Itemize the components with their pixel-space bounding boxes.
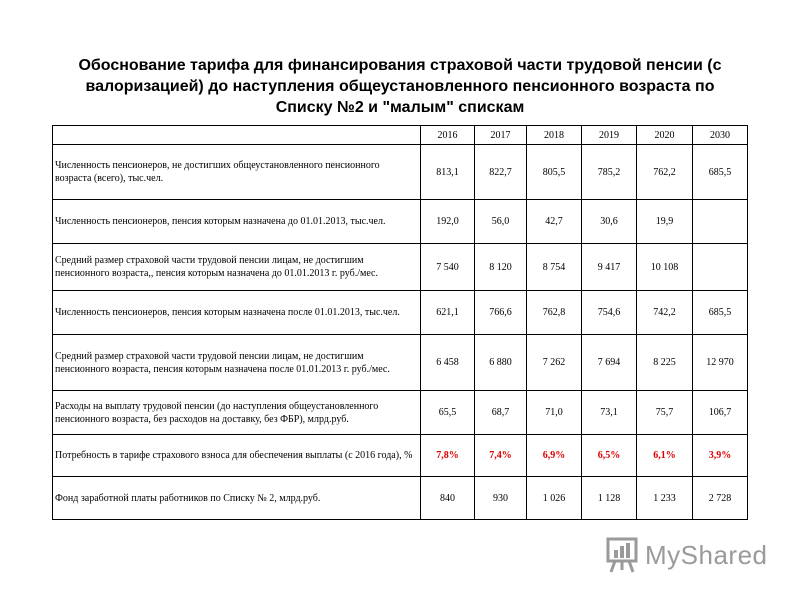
presentation-board-icon <box>605 536 639 574</box>
table-cell: 56,0 <box>474 199 527 244</box>
table-cell: 6 880 <box>474 334 527 391</box>
table-cell: 7,8% <box>420 434 475 477</box>
table-cell: 785,2 <box>581 144 637 200</box>
table-cell: 685,5 <box>692 144 748 200</box>
table-cell: 30,6 <box>581 199 637 244</box>
table-cell <box>692 199 748 244</box>
row-label: Средний размер страховой части трудовой … <box>52 243 421 291</box>
table-cell: 742,2 <box>636 290 693 335</box>
row-label: Фонд заработной платы работников по Спис… <box>52 476 421 520</box>
row-label: Расходы на выплату трудовой пенсии (до н… <box>52 390 421 435</box>
row-label: Потребность в тарифе страхового взноса д… <box>52 434 421 477</box>
table-cell: 1 233 <box>636 476 693 520</box>
table-cell: 6,9% <box>526 434 582 477</box>
table-cell: 8 120 <box>474 243 527 291</box>
table-cell: 754,6 <box>581 290 637 335</box>
table-cell: 8 225 <box>636 334 693 391</box>
logo-text: MyShared <box>645 539 768 570</box>
table-row: Фонд заработной платы работников по Спис… <box>52 476 748 520</box>
year-header: 2017 <box>474 125 527 145</box>
table-cell: 1 128 <box>581 476 637 520</box>
table-cell: 65,5 <box>420 390 475 435</box>
table-row: Численность пенсионеров, пенсия которым … <box>52 290 748 335</box>
table-row: Потребность в тарифе страхового взноса д… <box>52 434 748 477</box>
table-cell: 762,2 <box>636 144 693 200</box>
table-header-row: 2016 2017 2018 2019 2020 2030 <box>52 125 748 145</box>
year-header: 2016 <box>420 125 475 145</box>
header-empty-cell <box>52 125 421 145</box>
table-cell: 621,1 <box>420 290 475 335</box>
table-cell <box>692 243 748 291</box>
row-label: Численность пенсионеров, пенсия которым … <box>52 290 421 335</box>
row-label: Численность пенсионеров, пенсия которым … <box>52 199 421 244</box>
table-cell: 6 458 <box>420 334 475 391</box>
table-row: Численность пенсионеров, не достигших об… <box>52 144 748 200</box>
table-cell: 840 <box>420 476 475 520</box>
table-cell: 3,9% <box>692 434 748 477</box>
table-cell: 71,0 <box>526 390 582 435</box>
table-cell: 8 754 <box>526 243 582 291</box>
table-cell: 106,7 <box>692 390 748 435</box>
row-label: Средний размер страховой части трудовой … <box>52 334 421 391</box>
table-cell: 7 262 <box>526 334 582 391</box>
table-cell: 762,8 <box>526 290 582 335</box>
table-cell: 12 970 <box>692 334 748 391</box>
row-label: Численность пенсионеров, не достигших об… <box>52 144 421 200</box>
table-row: Средний размер страховой части трудовой … <box>52 334 748 391</box>
table-cell: 19,9 <box>636 199 693 244</box>
year-header: 2018 <box>526 125 582 145</box>
myshared-logo[interactable]: MyShared <box>605 535 768 575</box>
table-cell: 7,4% <box>474 434 527 477</box>
table-cell: 68,7 <box>474 390 527 435</box>
table-row: Численность пенсионеров, пенсия которым … <box>52 199 748 244</box>
table-row: Расходы на выплату трудовой пенсии (до н… <box>52 390 748 435</box>
table-cell: 685,5 <box>692 290 748 335</box>
table-cell: 2 728 <box>692 476 748 520</box>
table-cell: 6,5% <box>581 434 637 477</box>
table-cell: 75,7 <box>636 390 693 435</box>
year-header: 2019 <box>581 125 637 145</box>
table-cell: 813,1 <box>420 144 475 200</box>
table-cell: 1 026 <box>526 476 582 520</box>
table-cell: 822,7 <box>474 144 527 200</box>
pension-tariff-table: 2016 2017 2018 2019 2020 2030 Численност… <box>52 125 748 520</box>
table-cell: 930 <box>474 476 527 520</box>
table-cell: 766,6 <box>474 290 527 335</box>
table-cell: 10 108 <box>636 243 693 291</box>
table-cell: 7 540 <box>420 243 475 291</box>
table-cell: 73,1 <box>581 390 637 435</box>
table-cell: 805,5 <box>526 144 582 200</box>
table-row: Средний размер страховой части трудовой … <box>52 243 748 291</box>
table-cell: 9 417 <box>581 243 637 291</box>
year-header: 2030 <box>692 125 748 145</box>
table-cell: 6,1% <box>636 434 693 477</box>
table-cell: 7 694 <box>581 334 637 391</box>
table-cell: 42,7 <box>526 199 582 244</box>
table-cell: 192,0 <box>420 199 475 244</box>
page-title: Обоснование тарифа для финансирования ст… <box>78 57 722 116</box>
year-header: 2020 <box>636 125 693 145</box>
